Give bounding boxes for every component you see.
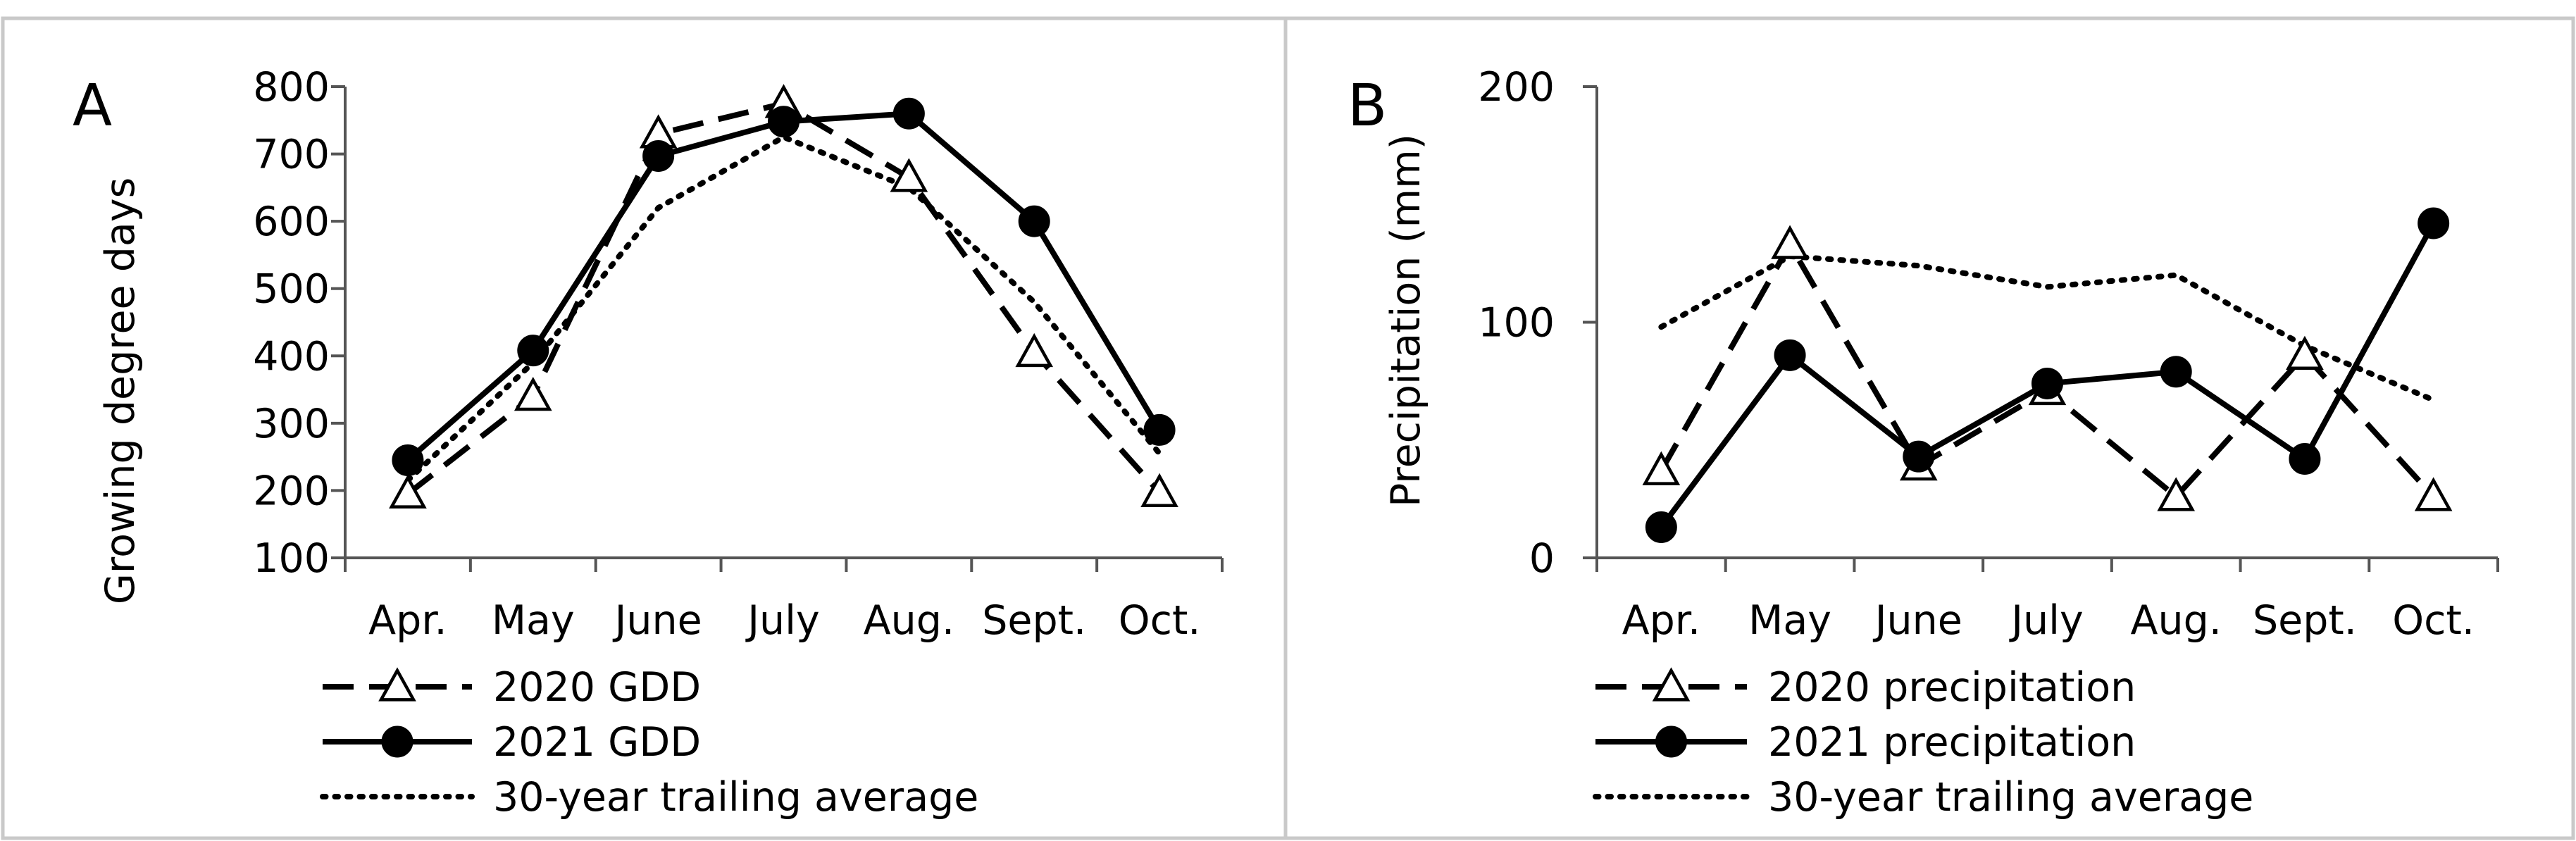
panel-b-x-tick-label: May <box>1748 597 1831 644</box>
panel-a-x-tick-label: July <box>745 597 820 644</box>
panel-b-y-tick-label: 100 <box>1478 300 1555 347</box>
panel-b-legend-marker-2 <box>1655 725 1687 758</box>
panel-a-point-1 <box>1140 473 1178 507</box>
panel-b-series <box>1642 207 2453 544</box>
panel-a-x-tick-label: Aug. <box>864 597 954 644</box>
panel-b-y-tick-label: 0 <box>1529 535 1555 582</box>
panel-b-point-2 <box>2418 207 2450 239</box>
panel-b-legend: 2020 precipitation 2021 precipitation 30-y… <box>1593 664 2253 821</box>
panel-b-point-2 <box>2160 356 2192 388</box>
panel-a-point-2 <box>768 106 799 138</box>
panel-b-letter: B <box>1348 73 1387 139</box>
panel-b-y-axis-title: Precipitation (mm) <box>1383 134 1429 507</box>
panel-b: B Precipitation (mm) 0 100 200 Apr. May June J… <box>1348 64 2499 821</box>
panel-a-y-tick-label: 600 <box>253 199 330 245</box>
panel-a-legend-label-1: 2020 GDD <box>493 664 701 711</box>
panel-b-y-tick-label: 200 <box>1478 64 1555 111</box>
panel-b-point-2 <box>1774 339 1806 371</box>
panel-a-point-1 <box>514 376 552 411</box>
panel-b-point-1 <box>1771 225 1809 259</box>
panel-b-x-tick-label: Aug. <box>2131 597 2222 644</box>
panel-b-point-2 <box>2031 367 2063 399</box>
panel-a-y-tick-label: 400 <box>253 333 330 380</box>
panel-a-legend-label-2: 2021 GDD <box>493 719 701 766</box>
panel-a-point-1 <box>389 474 427 509</box>
panel-a-axes: 100 200 300 400 500 600 700 800 Apr. May June July A… <box>253 64 1224 644</box>
panel-a-legend-marker-1 <box>378 667 416 702</box>
panel-a-x-tick-label: June <box>613 597 702 644</box>
panel-b-point-1 <box>2157 477 2196 511</box>
panel-b-x-tick-label: June <box>1873 597 1962 644</box>
panel-a-y-tick-label: 100 <box>253 535 330 582</box>
panel-a-x-tick-label: Oct. <box>1119 597 1201 644</box>
panel-a-y-axis-title: Growing degree days <box>97 177 144 605</box>
panel-a-point-2 <box>392 444 424 476</box>
panel-a-legend-marker-2 <box>381 725 413 758</box>
panel-b-legend-label-2: 2021 precipitation <box>1768 719 2136 766</box>
panel-a-y-tick-label: 700 <box>253 132 330 178</box>
panel-a-y-tick-label: 200 <box>253 468 330 514</box>
panel-a-y-tick-label: 800 <box>253 64 330 111</box>
panel-a-y-tick-label: 500 <box>253 266 330 313</box>
panel-b-point-2 <box>1645 511 1677 544</box>
panel-a-point-2 <box>892 97 925 130</box>
panel-b-x-tick-label: Apr. <box>1622 597 1701 644</box>
panel-b-point-2 <box>1903 440 1935 473</box>
panel-a-point-1 <box>1015 332 1054 368</box>
panel-b-legend-label-1: 2020 precipitation <box>1768 664 2136 711</box>
panel-b-axes: 0 100 200 Apr. May June July Aug. Sept. Oct. <box>1478 64 2499 644</box>
panel-a-series <box>389 84 1178 509</box>
panel-a-legend: 2020 GDD 2021 GDD 30-year trailing average <box>320 664 978 821</box>
panel-b-point-2 <box>2289 443 2321 475</box>
panel-b-x-tick-label: Oct. <box>2392 597 2475 644</box>
panel-b-point-1 <box>1642 451 1681 485</box>
panel-b-x-tick-label: Sept. <box>2253 597 2357 644</box>
panel-a-letter: A <box>73 73 112 139</box>
panel-a-x-tick-label: May <box>492 597 575 644</box>
panel-b-point-1 <box>2286 335 2324 370</box>
panel-a-y-tick-label: 300 <box>253 401 330 447</box>
panel-a-point-2 <box>642 139 675 172</box>
panel-a-point-2 <box>1143 413 1176 446</box>
panel-a: A Growing degree days 100 200 300 400 500 600… <box>73 64 1224 821</box>
panel-a-legend-label-3: 30-year trailing average <box>493 774 978 821</box>
panel-b-point-1 <box>2414 477 2453 511</box>
panel-b-legend-marker-1 <box>1652 667 1691 702</box>
panel-b-x-tick-label: July <box>2009 597 2084 644</box>
figure-frame <box>1 16 2575 840</box>
panel-a-x-tick-label: Apr. <box>368 597 447 644</box>
panel-a-point-1 <box>890 158 928 192</box>
panel-a-x-tick-label: Sept. <box>982 597 1086 644</box>
panel-b-legend-label-3: 30-year trailing average <box>1768 774 2253 821</box>
panel-a-point-2 <box>517 335 549 367</box>
panel-a-point-2 <box>1018 205 1050 237</box>
